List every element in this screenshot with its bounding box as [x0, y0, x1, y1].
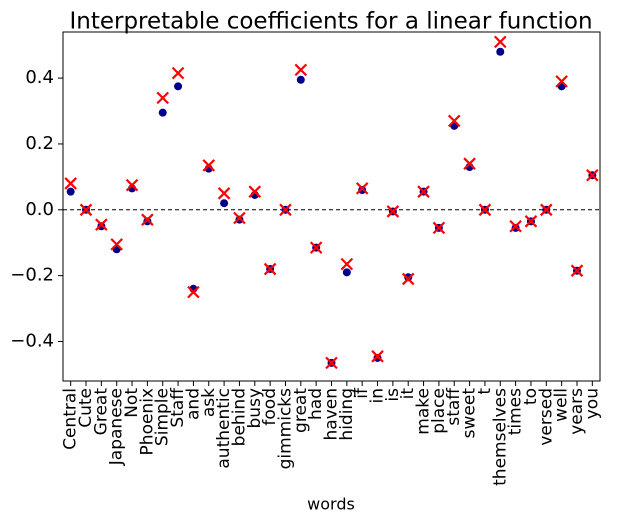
dot	[358, 186, 367, 195]
dot	[496, 47, 505, 56]
cross	[64, 177, 77, 190]
cross	[586, 168, 599, 182]
x-tick-label: Central	[61, 388, 81, 450]
x-tick-label: you	[582, 388, 602, 419]
cross	[478, 203, 492, 217]
cross	[279, 203, 292, 217]
plot-frame	[62, 31, 601, 382]
x-tick-label: Staff	[168, 387, 188, 428]
cross	[125, 178, 139, 192]
x-tick-label: ask	[199, 388, 219, 417]
x-tick-label: food	[260, 388, 280, 426]
cross	[110, 238, 123, 251]
x-tick-label: versed	[536, 388, 556, 446]
x-tick-label: if	[352, 387, 372, 399]
x-tick-label: Great	[91, 388, 111, 436]
y-tick-label: 0.2	[25, 133, 54, 154]
cross	[202, 159, 216, 172]
cross	[463, 157, 476, 170]
x-tick-label: is	[383, 388, 403, 402]
cross	[95, 218, 108, 231]
cross	[263, 262, 277, 276]
y-tick-label: 0.4	[25, 67, 54, 88]
x-axis-label: words	[307, 495, 355, 514]
cross	[401, 272, 415, 286]
cross	[79, 203, 93, 217]
cross	[570, 264, 584, 277]
cross	[493, 35, 507, 49]
x-tick-label: Phoenix	[137, 388, 157, 455]
cross	[171, 66, 185, 80]
dot	[296, 75, 305, 84]
x-tick-label: gimmicks	[275, 388, 295, 470]
cross	[156, 91, 170, 105]
x-tick-label: in	[368, 388, 388, 404]
dot	[158, 108, 167, 117]
x-tick-label: staff	[444, 387, 464, 426]
dot	[97, 222, 106, 231]
x-tick-label: great	[291, 388, 311, 433]
y-tick-label: −0.4	[10, 330, 54, 351]
cross	[325, 356, 338, 370]
x-tick-label: Japanese	[107, 388, 127, 466]
cross	[540, 203, 553, 217]
x-tick-label: themselves	[490, 388, 510, 486]
dot	[511, 223, 520, 232]
cross	[294, 63, 308, 77]
x-tick-label: authentic	[214, 388, 234, 469]
x-tick-label: Not	[122, 388, 142, 418]
dot	[174, 82, 183, 91]
x-tick-label: had	[306, 388, 326, 420]
cross	[340, 257, 354, 271]
x-tick-label: well	[552, 388, 572, 422]
x-tick-label: hiding	[337, 388, 357, 441]
dot	[220, 199, 229, 208]
cross	[355, 182, 369, 195]
x-tick-label: and	[183, 388, 203, 420]
x-tick-label: busy	[245, 388, 265, 428]
cross	[217, 187, 231, 200]
cross	[141, 213, 154, 226]
dot	[235, 215, 244, 224]
x-tick-label: times	[506, 388, 526, 435]
cross	[309, 241, 323, 254]
cross	[555, 75, 568, 88]
dot	[373, 353, 382, 362]
x-tick-label: place	[429, 388, 449, 434]
cross	[248, 185, 262, 198]
cross	[386, 205, 400, 218]
x-tick-label: t	[475, 388, 495, 395]
y-tick-label: −0.2	[10, 265, 54, 286]
dot	[143, 217, 152, 226]
x-tick-label: it	[398, 388, 418, 400]
dot	[342, 268, 351, 277]
x-tick-label: years	[567, 388, 587, 435]
x-tick-label: to	[521, 388, 541, 405]
cross	[371, 350, 384, 363]
dot	[404, 273, 413, 282]
cross	[187, 285, 200, 299]
x-tick-label: Simple	[153, 388, 173, 446]
cross	[509, 219, 522, 233]
x-tick-label: sweet	[460, 388, 480, 439]
cross	[417, 185, 430, 198]
cross	[432, 221, 446, 235]
x-tick-label: behind	[229, 388, 249, 446]
x-tick-label: haven	[322, 388, 342, 441]
chart-title: Interpretable coefficients for a linear …	[69, 9, 592, 35]
cross	[447, 114, 461, 128]
x-tick-label: make	[414, 388, 434, 435]
x-tick-label: Cute	[76, 388, 96, 428]
y-tick-label: 0.0	[25, 199, 54, 220]
dot	[66, 187, 75, 196]
cross	[524, 215, 538, 228]
cross	[233, 211, 246, 225]
